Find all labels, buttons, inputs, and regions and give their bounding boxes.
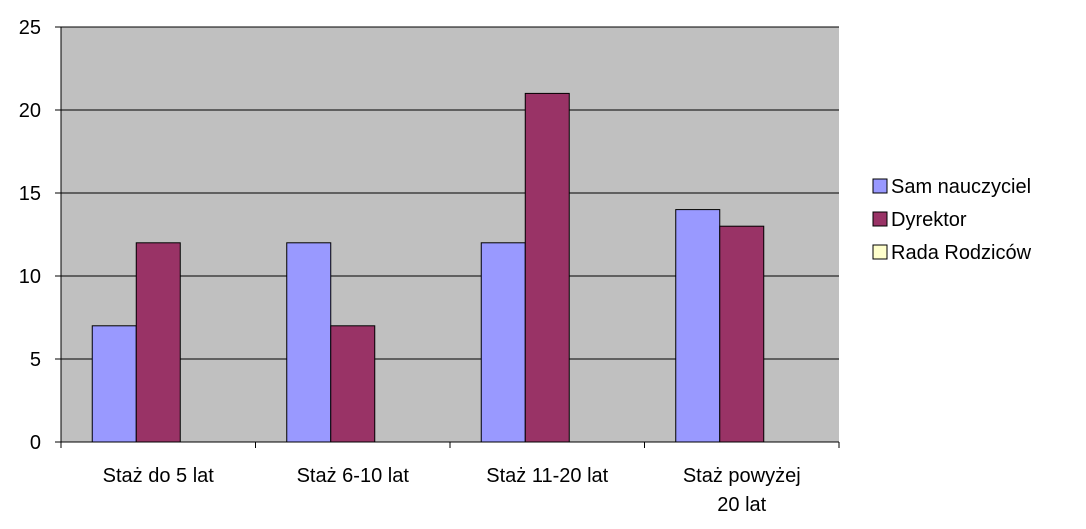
y-tick-label-5: 25: [19, 17, 41, 39]
y-tick-label-0: 0: [30, 432, 41, 454]
x-tick-label-line: Staż do 5 lat: [103, 465, 215, 487]
legend-label-0: Sam nauczyciel: [891, 176, 1031, 198]
y-tick-label-3: 15: [19, 183, 41, 205]
axes: 0 5 10 15 20 25 Staż do 5 lat Staż 6-10 lat Staż…: [19, 17, 840, 516]
legend-swatch-2: [872, 244, 888, 260]
x-tick-label-2: Staż 11-20 lat: [486, 465, 608, 487]
bar-series0-cat2: [480, 242, 526, 443]
legend: Sam nauczyciel Dyrektor Rada Rodziców: [872, 176, 1032, 264]
x-tick-label-1: Staż 6-10 lat: [297, 465, 410, 487]
bar-series1-cat3: [719, 225, 765, 443]
y-tick-label-4: 20: [19, 100, 41, 122]
legend-label-2: Rada Rodziców: [891, 242, 1032, 264]
legend-swatch-1: [872, 211, 888, 227]
plot-area: [61, 26, 839, 443]
legend-label-1: Dyrektor: [891, 209, 967, 231]
bar-series0-cat1: [286, 242, 332, 443]
bar-series1-cat2: [524, 92, 570, 443]
y-tick-label-1: 5: [30, 349, 41, 371]
x-tick-label-line: Staż 6-10 lat: [297, 465, 410, 487]
bar-series1-cat1: [330, 325, 376, 443]
bar-series0-cat0: [91, 325, 137, 443]
y-tick-label-2: 10: [19, 266, 41, 288]
bar-series1-cat0: [135, 242, 181, 443]
x-tick-label-line: Staż 11-20 lat: [486, 465, 608, 487]
x-tick-label-0: Staż do 5 lat: [103, 465, 215, 487]
x-tick-label-3: Staż powyżej 20 lat: [683, 465, 801, 516]
x-tick-label-line: Staż powyżej: [683, 465, 801, 487]
x-tick-label-line: 20 lat: [717, 494, 766, 516]
bar-series0-cat3: [675, 209, 721, 443]
legend-swatch-0: [872, 178, 888, 194]
